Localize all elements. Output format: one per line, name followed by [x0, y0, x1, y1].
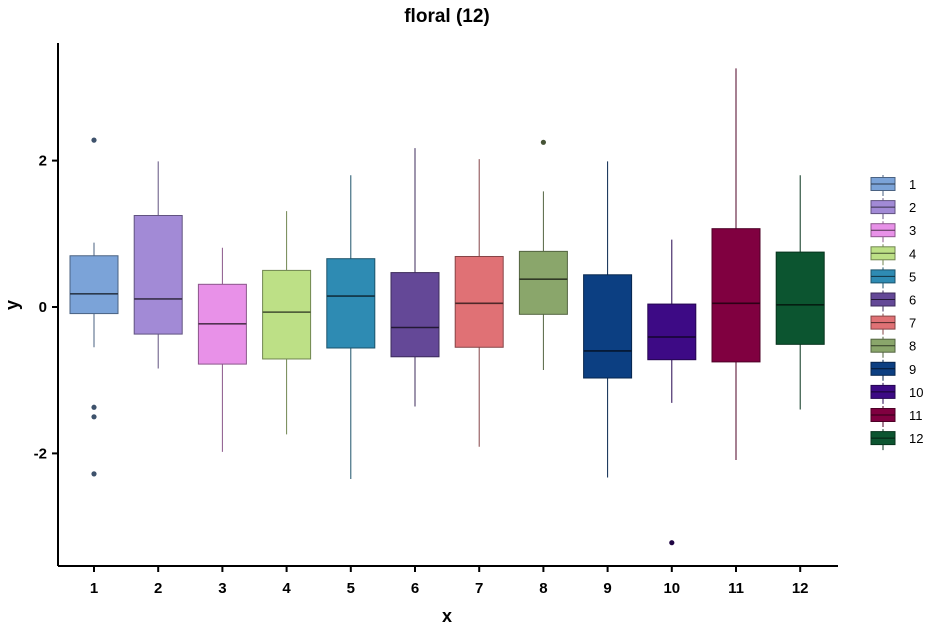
box-group-7 — [454, 159, 504, 447]
box-body — [69, 255, 119, 315]
box-body — [454, 255, 504, 348]
box-group-4 — [262, 211, 312, 435]
legend-item-3: 3 — [870, 221, 916, 243]
box-outlier-point — [669, 540, 675, 546]
box-group-11 — [711, 68, 761, 460]
x-tick-label: 3 — [218, 580, 226, 597]
legend-label: 8 — [909, 339, 916, 354]
legend-label: 10 — [909, 385, 923, 400]
legend-label: 4 — [909, 246, 916, 261]
box-group-2 — [133, 161, 183, 369]
box-body — [583, 274, 633, 379]
legend-item-1: 1 — [870, 175, 916, 196]
x-tick-label: 12 — [792, 580, 809, 597]
x-tick-label: 1 — [90, 580, 98, 597]
y-tick-label: 0 — [39, 299, 47, 316]
box-group-9 — [583, 161, 633, 478]
x-tick-label: 4 — [282, 580, 291, 597]
legend-item-6: 6 — [870, 290, 916, 312]
y-tick-label: -2 — [34, 445, 47, 462]
y-tick-label: 2 — [39, 153, 47, 170]
legend-label: 5 — [909, 269, 916, 284]
legend-item-10: 10 — [870, 382, 923, 404]
legend-item-2: 2 — [870, 198, 916, 220]
x-tick-label: 9 — [603, 580, 611, 597]
x-tick-label: 5 — [347, 580, 355, 597]
x-axis-ticks: 1 2 3 4 5 6 7 8 9 10 11 12 — [90, 566, 809, 597]
y-axis-title: y — [2, 300, 22, 310]
box-body — [262, 269, 312, 360]
box-body — [326, 258, 376, 349]
box-outlier-point — [91, 137, 97, 143]
legend-label: 6 — [909, 293, 916, 308]
plot-area — [69, 68, 825, 546]
box-body — [390, 272, 440, 358]
box-body — [711, 228, 761, 363]
y-axis-ticks: -2 0 2 — [34, 153, 58, 462]
x-tick-label: 11 — [728, 580, 744, 597]
x-tick-label: 8 — [539, 580, 547, 597]
x-axis-title: x — [442, 606, 452, 626]
box-body — [775, 251, 825, 345]
x-tick-label: 10 — [663, 580, 680, 597]
box-body — [647, 303, 697, 361]
box-body — [133, 215, 183, 335]
legend-label: 3 — [909, 223, 916, 238]
legend-item-11: 11 — [870, 406, 923, 427]
legend-item-4: 4 — [870, 244, 916, 266]
box-group-3 — [197, 247, 247, 452]
box-group-5 — [326, 175, 376, 480]
chart-title: floral (12) — [404, 6, 490, 27]
box-group-10 — [647, 239, 697, 546]
box-outlier-point — [91, 414, 97, 420]
legend-label: 12 — [909, 431, 923, 446]
x-tick-label: 2 — [154, 580, 162, 597]
box-group-6 — [390, 148, 440, 407]
legend-item-5: 5 — [870, 267, 916, 289]
box-outlier-point — [540, 139, 547, 145]
legend-label: 7 — [909, 316, 916, 331]
box-outlier-point — [91, 404, 97, 410]
legend-item-8: 8 — [870, 336, 916, 358]
legend-label: 1 — [909, 177, 916, 192]
box-group-8 — [518, 139, 568, 370]
legend-item-9: 9 — [870, 359, 916, 381]
box-body — [518, 250, 568, 315]
x-tick-label: 7 — [475, 580, 483, 597]
legend-item-7: 7 — [870, 313, 916, 335]
legend-item-12: 12 — [870, 429, 923, 451]
legend-label: 11 — [909, 408, 923, 423]
box-outlier-point — [91, 471, 97, 477]
box-group-12 — [775, 175, 825, 410]
legend-label: 9 — [909, 362, 916, 377]
x-tick-label: 6 — [411, 580, 419, 597]
legend-label: 2 — [909, 200, 916, 215]
box-group-1 — [69, 137, 119, 477]
